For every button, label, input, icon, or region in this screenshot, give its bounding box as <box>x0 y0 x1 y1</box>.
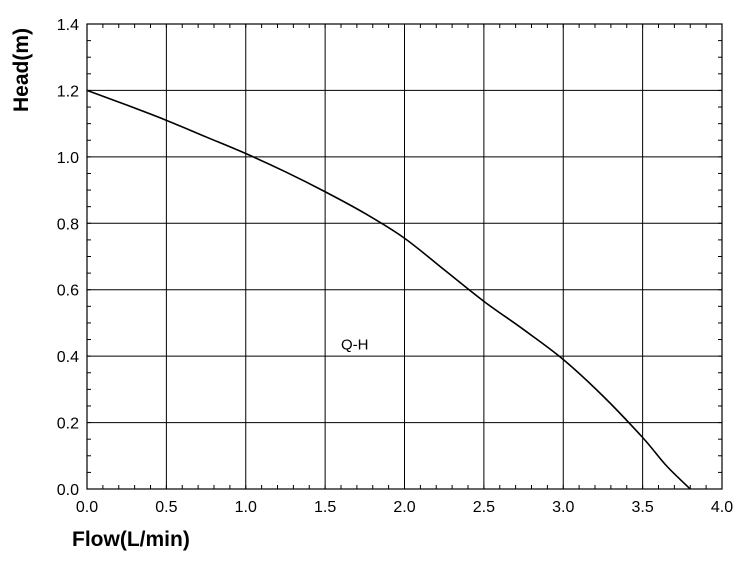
y-tick-label: 0.2 <box>57 416 79 433</box>
x-tick-label: 3.5 <box>632 499 654 516</box>
curve-annotation: Q-H <box>341 337 369 354</box>
y-tick-label: 0.4 <box>57 349 79 366</box>
x-tick-label: 0.0 <box>76 499 98 516</box>
y-tick-label: 1.2 <box>57 83 79 100</box>
y-axis-label: Head(m) <box>10 28 33 112</box>
x-tick-label: 3.0 <box>552 499 574 516</box>
x-tick-label: 4.0 <box>711 499 733 516</box>
y-tick-label: 0.6 <box>57 283 79 300</box>
x-tick-label: 2.5 <box>473 499 495 516</box>
y-tick-label: 0.8 <box>57 216 79 233</box>
plot-frame <box>86 23 723 490</box>
x-tick-label: 1.5 <box>314 499 336 516</box>
y-tick-label: 0.0 <box>57 482 79 499</box>
y-tick-label: 1.0 <box>57 150 79 167</box>
y-tick-label: 1.4 <box>57 17 79 34</box>
x-tick-labels: 0.0 0.5 1.0 1.5 2.0 2.5 3.0 3.5 4.0 <box>76 499 733 516</box>
series-line <box>86 89 691 490</box>
x-tick-label: 2.0 <box>393 499 415 516</box>
minor-ticks <box>86 23 723 490</box>
x-tick-label: 1.0 <box>235 499 257 516</box>
y-tick-labels: 0.0 0.2 0.4 0.6 0.8 1.0 1.2 1.4 <box>57 17 79 499</box>
x-tick-label: 0.5 <box>155 499 177 516</box>
x-axis-label: Flow(L/min) <box>72 528 190 551</box>
